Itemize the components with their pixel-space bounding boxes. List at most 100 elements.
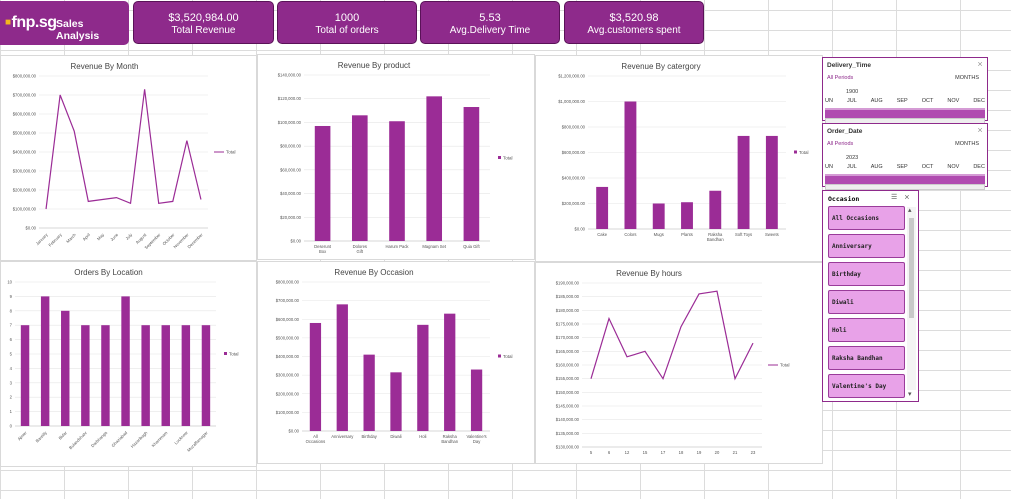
occasion-item-anniversary[interactable]: Anniversary <box>828 234 905 258</box>
x-tick-label: December <box>186 232 204 250</box>
x-tick-label: 15 <box>643 450 648 455</box>
scroll-up-icon[interactable]: ▴ <box>908 207 912 214</box>
bar[interactable] <box>201 325 211 426</box>
bar[interactable] <box>652 203 665 230</box>
occasion-item-valentines-day[interactable]: Valentine's Day <box>828 374 905 398</box>
slicer-title: Occasion <box>828 195 860 203</box>
all-periods-link[interactable]: All Periods <box>827 75 854 81</box>
kpi-avg-customer-spend[interactable]: $3,520.98 Avg.customers spent <box>564 1 704 44</box>
scrollbar-thumb[interactable] <box>909 218 914 318</box>
x-tick-label: 6 <box>608 450 611 455</box>
bar[interactable] <box>624 101 637 230</box>
x-tick-label: Bareilly <box>35 430 49 444</box>
kpi-total-revenue[interactable]: $3,520,984.00 Total Revenue <box>133 1 274 44</box>
occasion-item-raksha-bandhan[interactable]: Raksha Bandhan <box>828 346 905 370</box>
bar[interactable] <box>470 369 483 431</box>
timeline-months: UN JUL AUG SEP OCT NOV DEC <box>825 164 985 170</box>
legend-swatch <box>794 150 797 154</box>
bar[interactable] <box>426 96 443 241</box>
kpi-label: Total of orders <box>315 25 379 36</box>
y-tick-label: $20,000.00 <box>280 215 302 220</box>
chart-revenue-by-occasion[interactable]: Revenue By Occasion $0.00 $100,000.00 $200,… <box>257 261 535 464</box>
y-tick-label: 2 <box>10 395 13 400</box>
bar[interactable] <box>363 354 375 431</box>
bar[interactable] <box>444 313 456 431</box>
kpi-value: $3,520.98 <box>609 12 659 24</box>
x-tick-label: Raksha Bandhan <box>707 232 724 242</box>
timeline-scrollbar[interactable] <box>825 184 985 190</box>
dashboard-title: Sales Analysis <box>56 18 100 42</box>
clear-filter-icon[interactable]: ⨯ <box>904 194 910 201</box>
chart-revenue-by-category[interactable]: Revenue By catergory $0.00 $200,000.00 $400… <box>535 55 823 262</box>
occasion-item-diwali[interactable]: Diwali <box>828 290 905 314</box>
bar[interactable] <box>61 310 70 426</box>
x-tick-label: May <box>96 232 106 242</box>
bar[interactable] <box>390 372 402 431</box>
bar[interactable] <box>596 186 609 229</box>
x-tick-label: Quia Gift <box>463 244 480 249</box>
period-unit-dropdown[interactable]: MONTHS <box>955 141 979 147</box>
chart-title: Revenue By product <box>338 61 411 70</box>
delivery-time-timeline-slicer[interactable]: Delivery_Time ⨯ All Periods MONTHS 1900 … <box>822 57 988 124</box>
chart-revenue-by-month[interactable]: Revenue By Month $0.00 $100,000.00 $200,000… <box>0 55 257 261</box>
x-tick-label: Darbhanga <box>90 430 109 449</box>
series-line[interactable] <box>45 89 202 210</box>
occasion-item-holi[interactable]: Holi <box>828 318 905 342</box>
bar[interactable] <box>20 325 30 426</box>
bar[interactable] <box>389 121 405 241</box>
x-tick-label: 20 <box>715 450 720 455</box>
all-periods-link[interactable]: All Periods <box>827 141 854 147</box>
series-line[interactable] <box>590 290 754 381</box>
y-tick-label: $300,000.00 <box>13 169 37 174</box>
bar[interactable] <box>314 125 331 241</box>
bar[interactable] <box>336 304 348 431</box>
x-tick-label: Lucknow <box>173 429 189 445</box>
bar[interactable] <box>309 322 322 431</box>
kpi-total-orders[interactable]: 1000 Total of orders <box>277 1 417 44</box>
occasion-item-all[interactable]: All Occasions <box>828 206 905 230</box>
month-label: JUL <box>846 164 857 170</box>
bar[interactable] <box>181 325 191 426</box>
bar[interactable] <box>765 135 778 229</box>
bar[interactable] <box>81 325 90 426</box>
month-label: UN <box>825 164 833 170</box>
bar[interactable] <box>351 115 368 241</box>
timeline-selection-bar[interactable] <box>825 174 985 184</box>
bar[interactable] <box>681 202 693 229</box>
bar[interactable] <box>101 325 110 426</box>
y-tick-label: $0.00 <box>575 227 586 232</box>
bar[interactable] <box>417 324 429 431</box>
x-tick-label: Soft Toys <box>735 232 752 237</box>
scroll-down-icon[interactable]: ▾ <box>908 391 912 398</box>
timeline-months: UN JUL AUG SEP OCT NOV DEC <box>825 98 985 104</box>
order-date-timeline-slicer[interactable]: Order_Date ⨯ All Periods MONTHS 2023 UN … <box>822 123 988 190</box>
chart-orders-by-location[interactable]: Orders By Location 0 1 2 3 4 5 6 7 8 9 10 Ajmer Barei… <box>0 261 257 467</box>
x-tick-label: 12 <box>625 450 630 455</box>
bar[interactable] <box>737 135 750 229</box>
y-tick-label: 6 <box>10 337 13 342</box>
timeline-selection-bar[interactable] <box>825 108 985 118</box>
occasion-item-birthday[interactable]: Birthday <box>828 262 905 286</box>
occasion-slicer[interactable]: Occasion ☰ ⨯ ▴ ▾ All Occasions Anniversa… <box>822 190 919 402</box>
chart-revenue-by-product[interactable]: Revenue By product $0.00 $20,000.00 $40,000… <box>257 54 535 260</box>
bar[interactable] <box>161 325 170 426</box>
period-unit-dropdown[interactable]: MONTHS <box>955 75 979 81</box>
clear-filter-icon[interactable]: ⨯ <box>977 61 983 68</box>
bar[interactable] <box>40 296 50 426</box>
bar[interactable] <box>463 107 480 241</box>
y-tick-label: $150,000.00 <box>556 390 580 395</box>
x-tick-label: Plants <box>681 232 693 237</box>
chart-title: Revenue By Occasion <box>334 268 413 277</box>
bar[interactable] <box>141 325 150 426</box>
x-tick-label: Anniversary <box>331 434 354 439</box>
x-tick-label: Muzaffarnagar <box>186 430 209 453</box>
clear-filter-icon[interactable]: ⨯ <box>977 127 983 134</box>
month-label: SEP <box>896 164 908 170</box>
multi-select-icon[interactable]: ☰ <box>891 194 898 201</box>
x-tick-label: June <box>109 232 119 242</box>
kpi-avg-delivery-time[interactable]: 5.53 Avg.Delivery Time <box>420 1 560 44</box>
y-tick-label: $170,000.00 <box>556 335 580 340</box>
bar[interactable] <box>121 296 130 426</box>
bar[interactable] <box>709 190 722 229</box>
chart-revenue-by-hours[interactable]: Revenue By hours $130,000.00 $135,000.00 $1… <box>535 262 823 464</box>
